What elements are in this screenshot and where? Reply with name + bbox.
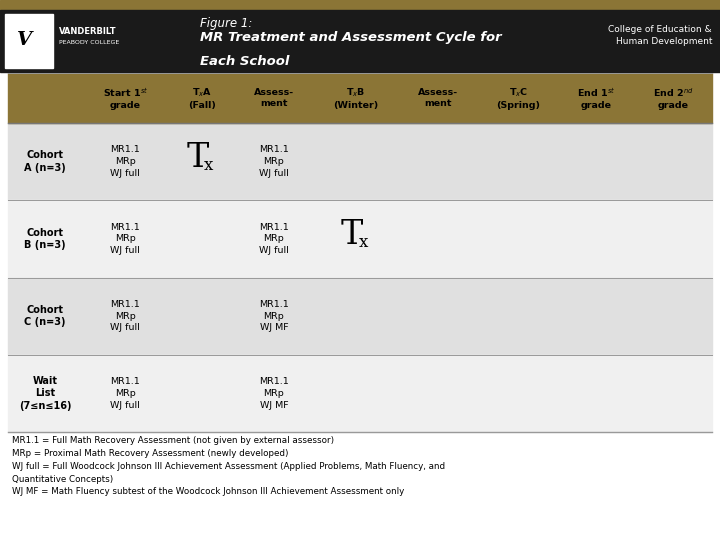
- Text: MR1.1 = Full Math Recovery Assessment (not given by external assessor)
MRp = Pro: MR1.1 = Full Math Recovery Assessment (n…: [12, 436, 445, 496]
- Text: Start 1$^{st}$
grade: Start 1$^{st}$ grade: [103, 86, 148, 110]
- Text: x: x: [204, 157, 213, 174]
- Text: T$_x$A
(Fall): T$_x$A (Fall): [188, 86, 215, 110]
- Text: Wait
List
(7≤n≤16): Wait List (7≤n≤16): [19, 376, 71, 411]
- Text: T: T: [186, 141, 209, 174]
- Bar: [8, 355, 712, 432]
- Text: End 2$^{nd}$
grade: End 2$^{nd}$ grade: [652, 86, 693, 110]
- Text: Cohort
B (n=3): Cohort B (n=3): [24, 228, 66, 250]
- Text: MR1.1
MRp
WJ full: MR1.1 MRp WJ full: [110, 377, 140, 410]
- Text: T: T: [341, 219, 364, 251]
- Bar: [0, 10, 720, 72]
- Text: T$_x$C
(Spring): T$_x$C (Spring): [496, 86, 541, 110]
- Text: College of Education &: College of Education &: [608, 24, 712, 33]
- Text: MR1.1
MRp
WJ MF: MR1.1 MRp WJ MF: [259, 377, 289, 410]
- Text: Human Development: Human Development: [616, 37, 712, 45]
- Bar: [5, 14, 53, 68]
- Text: End 1$^{st}$
grade: End 1$^{st}$ grade: [577, 86, 616, 110]
- Text: PEABODY COLLEGE: PEABODY COLLEGE: [59, 39, 120, 44]
- Bar: [8, 200, 712, 278]
- Text: Assess-
ment: Assess- ment: [254, 88, 294, 108]
- Text: V: V: [17, 31, 32, 49]
- Text: VANDERBILT: VANDERBILT: [59, 28, 117, 37]
- Text: MR1.1
MRp
WJ full: MR1.1 MRp WJ full: [259, 145, 289, 178]
- Text: MR Treatment and Assessment Cycle for: MR Treatment and Assessment Cycle for: [200, 31, 502, 44]
- Text: Each School: Each School: [200, 55, 289, 68]
- Text: Figure 1:: Figure 1:: [200, 17, 253, 30]
- Bar: [0, 0, 720, 10]
- Text: MR1.1
MRp
WJ full: MR1.1 MRp WJ full: [110, 145, 140, 178]
- Bar: [8, 73, 712, 123]
- Text: T$_x$B
(Winter): T$_x$B (Winter): [333, 86, 379, 110]
- Text: MR1.1
MRp
WJ MF: MR1.1 MRp WJ MF: [259, 300, 289, 333]
- Text: Cohort
A (n=3): Cohort A (n=3): [24, 151, 66, 173]
- Text: MR1.1
MRp
WJ full: MR1.1 MRp WJ full: [259, 222, 289, 255]
- Text: x: x: [359, 234, 368, 252]
- Bar: [8, 278, 712, 355]
- Text: MR1.1
MRp
WJ full: MR1.1 MRp WJ full: [110, 222, 140, 255]
- Bar: [8, 123, 712, 200]
- Text: Assess-
ment: Assess- ment: [418, 88, 459, 108]
- Text: Cohort
C (n=3): Cohort C (n=3): [24, 305, 66, 327]
- Text: MR1.1
MRp
WJ full: MR1.1 MRp WJ full: [110, 300, 140, 333]
